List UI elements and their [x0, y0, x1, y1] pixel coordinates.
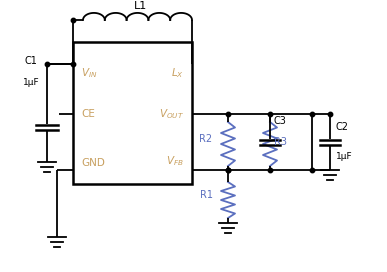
Text: 1μF: 1μF: [23, 78, 39, 87]
Text: L1: L1: [134, 1, 147, 11]
Text: GND: GND: [81, 158, 105, 168]
Text: $L_X$: $L_X$: [171, 66, 184, 80]
Bar: [73, 42, 192, 184]
Text: C3: C3: [274, 116, 287, 126]
Text: $V_{IN}$: $V_{IN}$: [81, 66, 98, 80]
Text: $V_{OUT}$: $V_{OUT}$: [159, 107, 184, 121]
Text: C2: C2: [336, 122, 349, 132]
Text: R1: R1: [200, 190, 213, 200]
Text: $V_{FB}$: $V_{FB}$: [166, 154, 184, 168]
Text: CE: CE: [81, 109, 95, 119]
Text: R2: R2: [199, 134, 212, 144]
Text: 1μF: 1μF: [336, 152, 353, 161]
Text: R3: R3: [274, 137, 287, 147]
Text: C1: C1: [24, 56, 38, 66]
